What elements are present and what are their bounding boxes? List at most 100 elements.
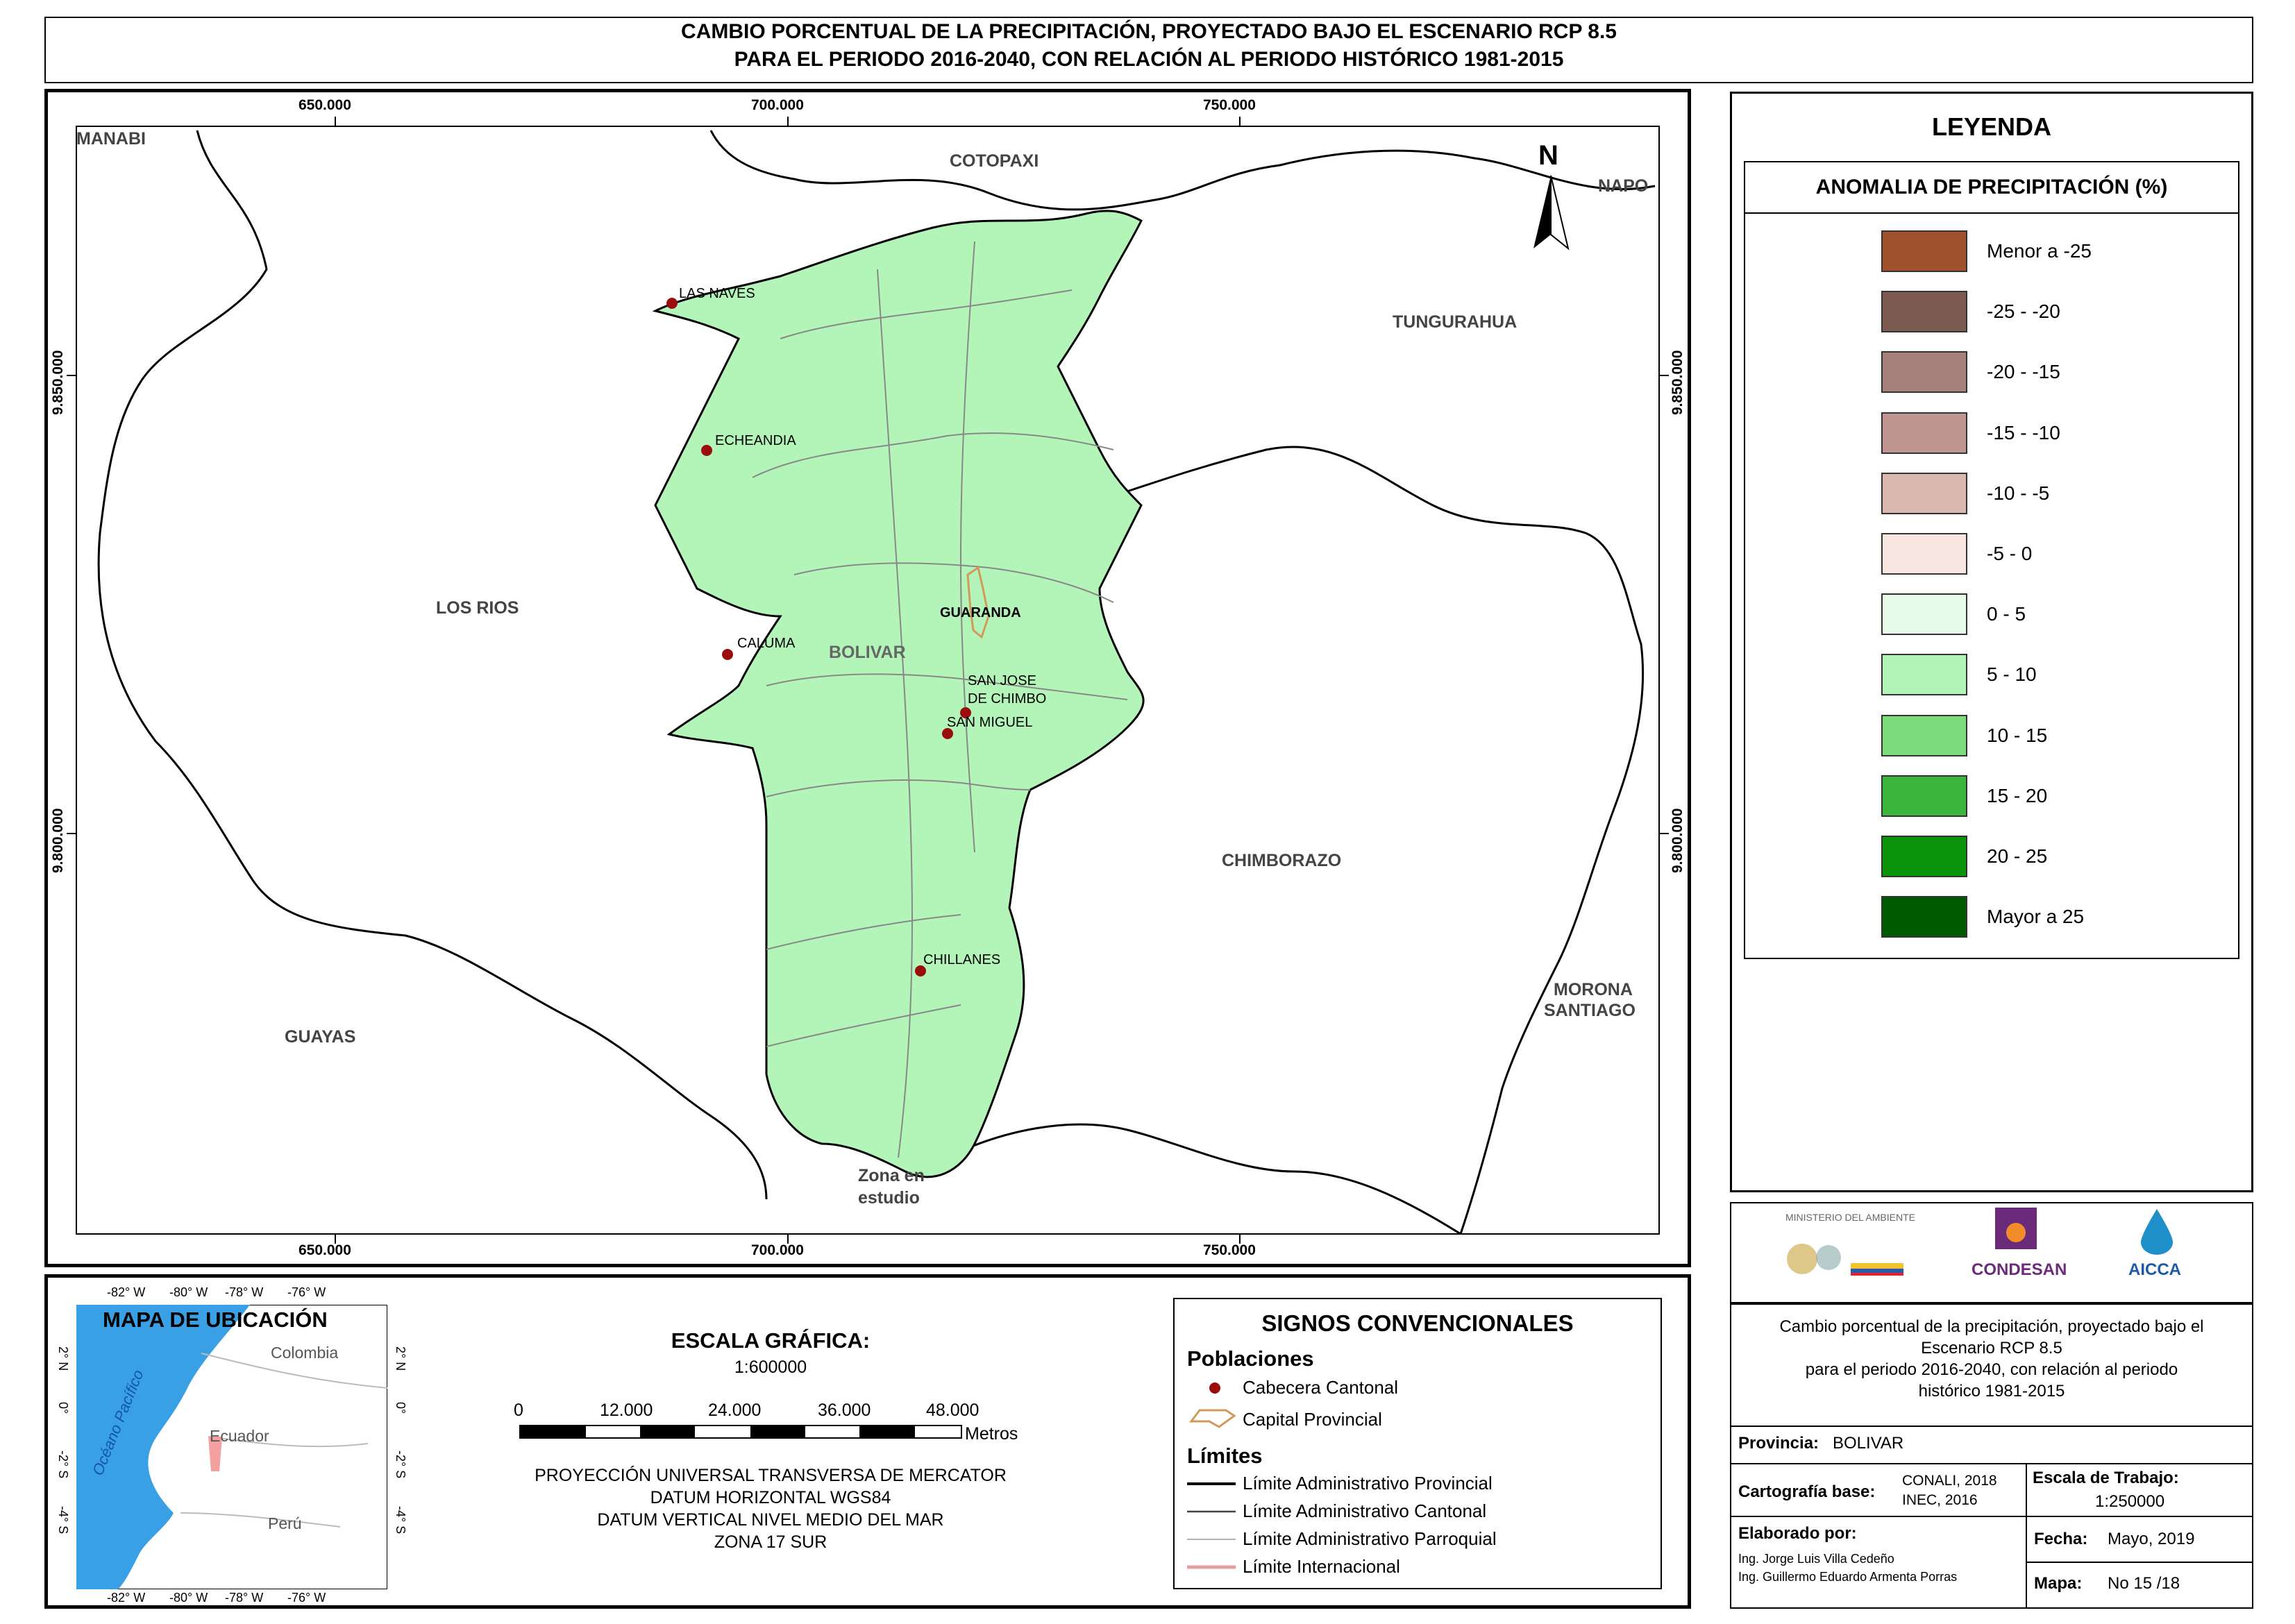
legend-swatch (1881, 473, 1967, 514)
y-tick-9850-right: 9.850.000 (1670, 350, 1685, 415)
legend-label: Mayor a 25 (1987, 906, 2085, 927)
legend-swatch (1881, 593, 1967, 635)
region-los-rios: LOS RIOS (436, 598, 519, 618)
location-colombia: Colombia (271, 1344, 339, 1362)
province-boundary-north (709, 130, 1656, 211)
scale-tick-0: 0 (514, 1401, 523, 1420)
location-labels: MAPA DE UBICACIÓN Colombia Ecuador Perú … (76, 1305, 387, 1589)
info-divider (1730, 1463, 2253, 1464)
provincia-label: Provincia: (1738, 1434, 1819, 1453)
scale-tick-4: 48.000 (926, 1401, 980, 1420)
location-ecuador: Ecuador (210, 1427, 269, 1445)
legend-item: -15 - -10 (1881, 412, 2090, 457)
country-borders (180, 1353, 387, 1528)
legend-swatch (1881, 351, 1967, 393)
signs-lim-internacional: Límite Internacional (1243, 1556, 1400, 1577)
location-ocean: Océano Pacífico (89, 1367, 147, 1478)
province-boundary-south (946, 1123, 1461, 1235)
x-tick-750: 750.000 (1203, 97, 1256, 113)
zona-estudio-line2: estudio (858, 1188, 920, 1208)
town-san-miguel: SAN MIGUEL (947, 715, 1033, 730)
legend-label: 15 - 20 (1987, 785, 2048, 806)
loc-side-tick: -4° S (56, 1506, 70, 1534)
legend-swatch (1881, 230, 1967, 272)
scale-title: ESCALA GRÁFICA: (671, 1328, 871, 1353)
provincia-value: BOLIVAR (1833, 1434, 1904, 1453)
info-divider (2026, 1562, 2253, 1563)
autor1: Ing. Jorge Luis Villa Cedeño (1738, 1552, 1894, 1566)
fecha-value: Mayo, 2019 (2108, 1530, 2195, 1548)
loc-side-tick: 0° (56, 1402, 70, 1414)
map-labels: 650.000 700.000 750.000 650.000 700.000 … (44, 89, 1691, 1267)
legend-swatch (1881, 291, 1967, 332)
location-right-ticks: 2° N 0° -2° S -4° S (390, 1305, 411, 1589)
legend-item: 0 - 5 (1881, 593, 2090, 638)
legend-swatch (1881, 715, 1967, 756)
loc-side-tick: -4° S (394, 1506, 407, 1534)
info-panel (1730, 1303, 2253, 1609)
legend-label: -25 - -20 (1987, 301, 2060, 322)
legend-item: 15 - 20 (1881, 775, 2090, 820)
legend-label: 20 - 25 (1987, 845, 2048, 867)
x-tick-650-bottom: 650.000 (299, 1242, 351, 1258)
signs-title: SIGNOS CONVENCIONALES (1261, 1310, 1574, 1336)
loc-top-tick: -76° W (287, 1285, 326, 1299)
province-boundary-west (97, 130, 768, 1200)
escala-label: Escala de Trabajo: (2033, 1469, 2179, 1487)
signs-limites: Límites (1187, 1444, 1263, 1468)
scale-tick-3: 36.000 (818, 1401, 871, 1420)
legend-panel (1730, 92, 2253, 1192)
town-dot-las-naves (666, 298, 678, 309)
region-morona-line1: MORONA (1554, 980, 1633, 999)
loc-bottom-tick: -82° W (107, 1591, 146, 1605)
projection-info: PROYECCIÓN UNIVERSAL TRANSVERSA DE MERCA… (479, 1464, 1062, 1553)
fecha-label: Fecha: (2034, 1530, 2088, 1548)
loc-side-tick: 0° (394, 1402, 407, 1414)
legend-label: 0 - 5 (1987, 603, 2026, 625)
location-top-ticks: -82° W -80° W -78° W -76° W (76, 1285, 387, 1303)
scale-tick-2: 24.000 (708, 1401, 762, 1420)
region-guayas: GUAYAS (285, 1027, 356, 1047)
region-napo: NAPO (1598, 176, 1649, 196)
projection-line4: ZONA 17 SUR (714, 1532, 827, 1552)
loc-bottom-tick: -78° W (225, 1591, 264, 1605)
x-tick-650: 650.000 (299, 97, 351, 113)
town-guaranda: GUARANDA (940, 605, 1021, 620)
legend-swatch (1881, 775, 1967, 817)
legend-label: Menor a -25 (1987, 240, 2092, 262)
region-morona-line2: SANTIAGO (1544, 1001, 1636, 1020)
signs-cabecera: Cabecera Cantonal (1243, 1377, 1399, 1398)
y-tick-9800-left: 9.800.000 (50, 808, 66, 873)
legend-item: -10 - -5 (1881, 473, 2090, 517)
location-left-ticks: 2° N 0° -2° S -4° S (53, 1305, 74, 1589)
x-tick-700-bottom: 700.000 (751, 1242, 804, 1258)
loc-bottom-tick: -80° W (169, 1591, 208, 1605)
town-dot-caluma (722, 649, 733, 660)
legend-label: -10 - -5 (1987, 482, 2050, 504)
legend-swatch (1881, 412, 1967, 454)
map-title-line1: CAMBIO PORCENTUAL DE LA PRECIPITACIÓN, P… (681, 20, 1617, 43)
condesan-logo-icon (1995, 1208, 2037, 1249)
scale-tick-1: 12.000 (600, 1401, 653, 1420)
cartografia-label: Cartografía base: (1738, 1482, 1876, 1501)
town-caluma: CALUMA (737, 636, 796, 651)
town-echeandia: ECHEANDIA (715, 433, 796, 448)
projection-line2: DATUM HORIZONTAL WGS84 (650, 1488, 891, 1507)
info-description: Cambio porcentual de la precipitación, p… (1730, 1316, 2253, 1402)
gobierno-logo-icon (1851, 1263, 1903, 1276)
town-dot-chillanes (915, 965, 926, 976)
legend-label: 5 - 10 (1987, 663, 2037, 685)
scale-unit: Metros (965, 1424, 1018, 1444)
guaranda-capital-outline (966, 566, 990, 639)
zona-estudio-line1: Zona en (858, 1166, 925, 1185)
region-manabi: MANABI (76, 129, 146, 149)
main-map-svg (67, 117, 1669, 1244)
signs-poblaciones: Poblaciones (1187, 1346, 1314, 1371)
town-las-naves: LAS NAVES (679, 286, 755, 301)
legend-swatch (1881, 896, 1967, 938)
loc-bottom-tick: -76° W (287, 1591, 326, 1605)
aicca-logo-icon (2141, 1209, 2173, 1255)
x-tick-750-bottom: 750.000 (1203, 1242, 1256, 1258)
legend-label: -15 - -10 (1987, 422, 2060, 443)
legend-label: -20 - -15 (1987, 361, 2060, 382)
